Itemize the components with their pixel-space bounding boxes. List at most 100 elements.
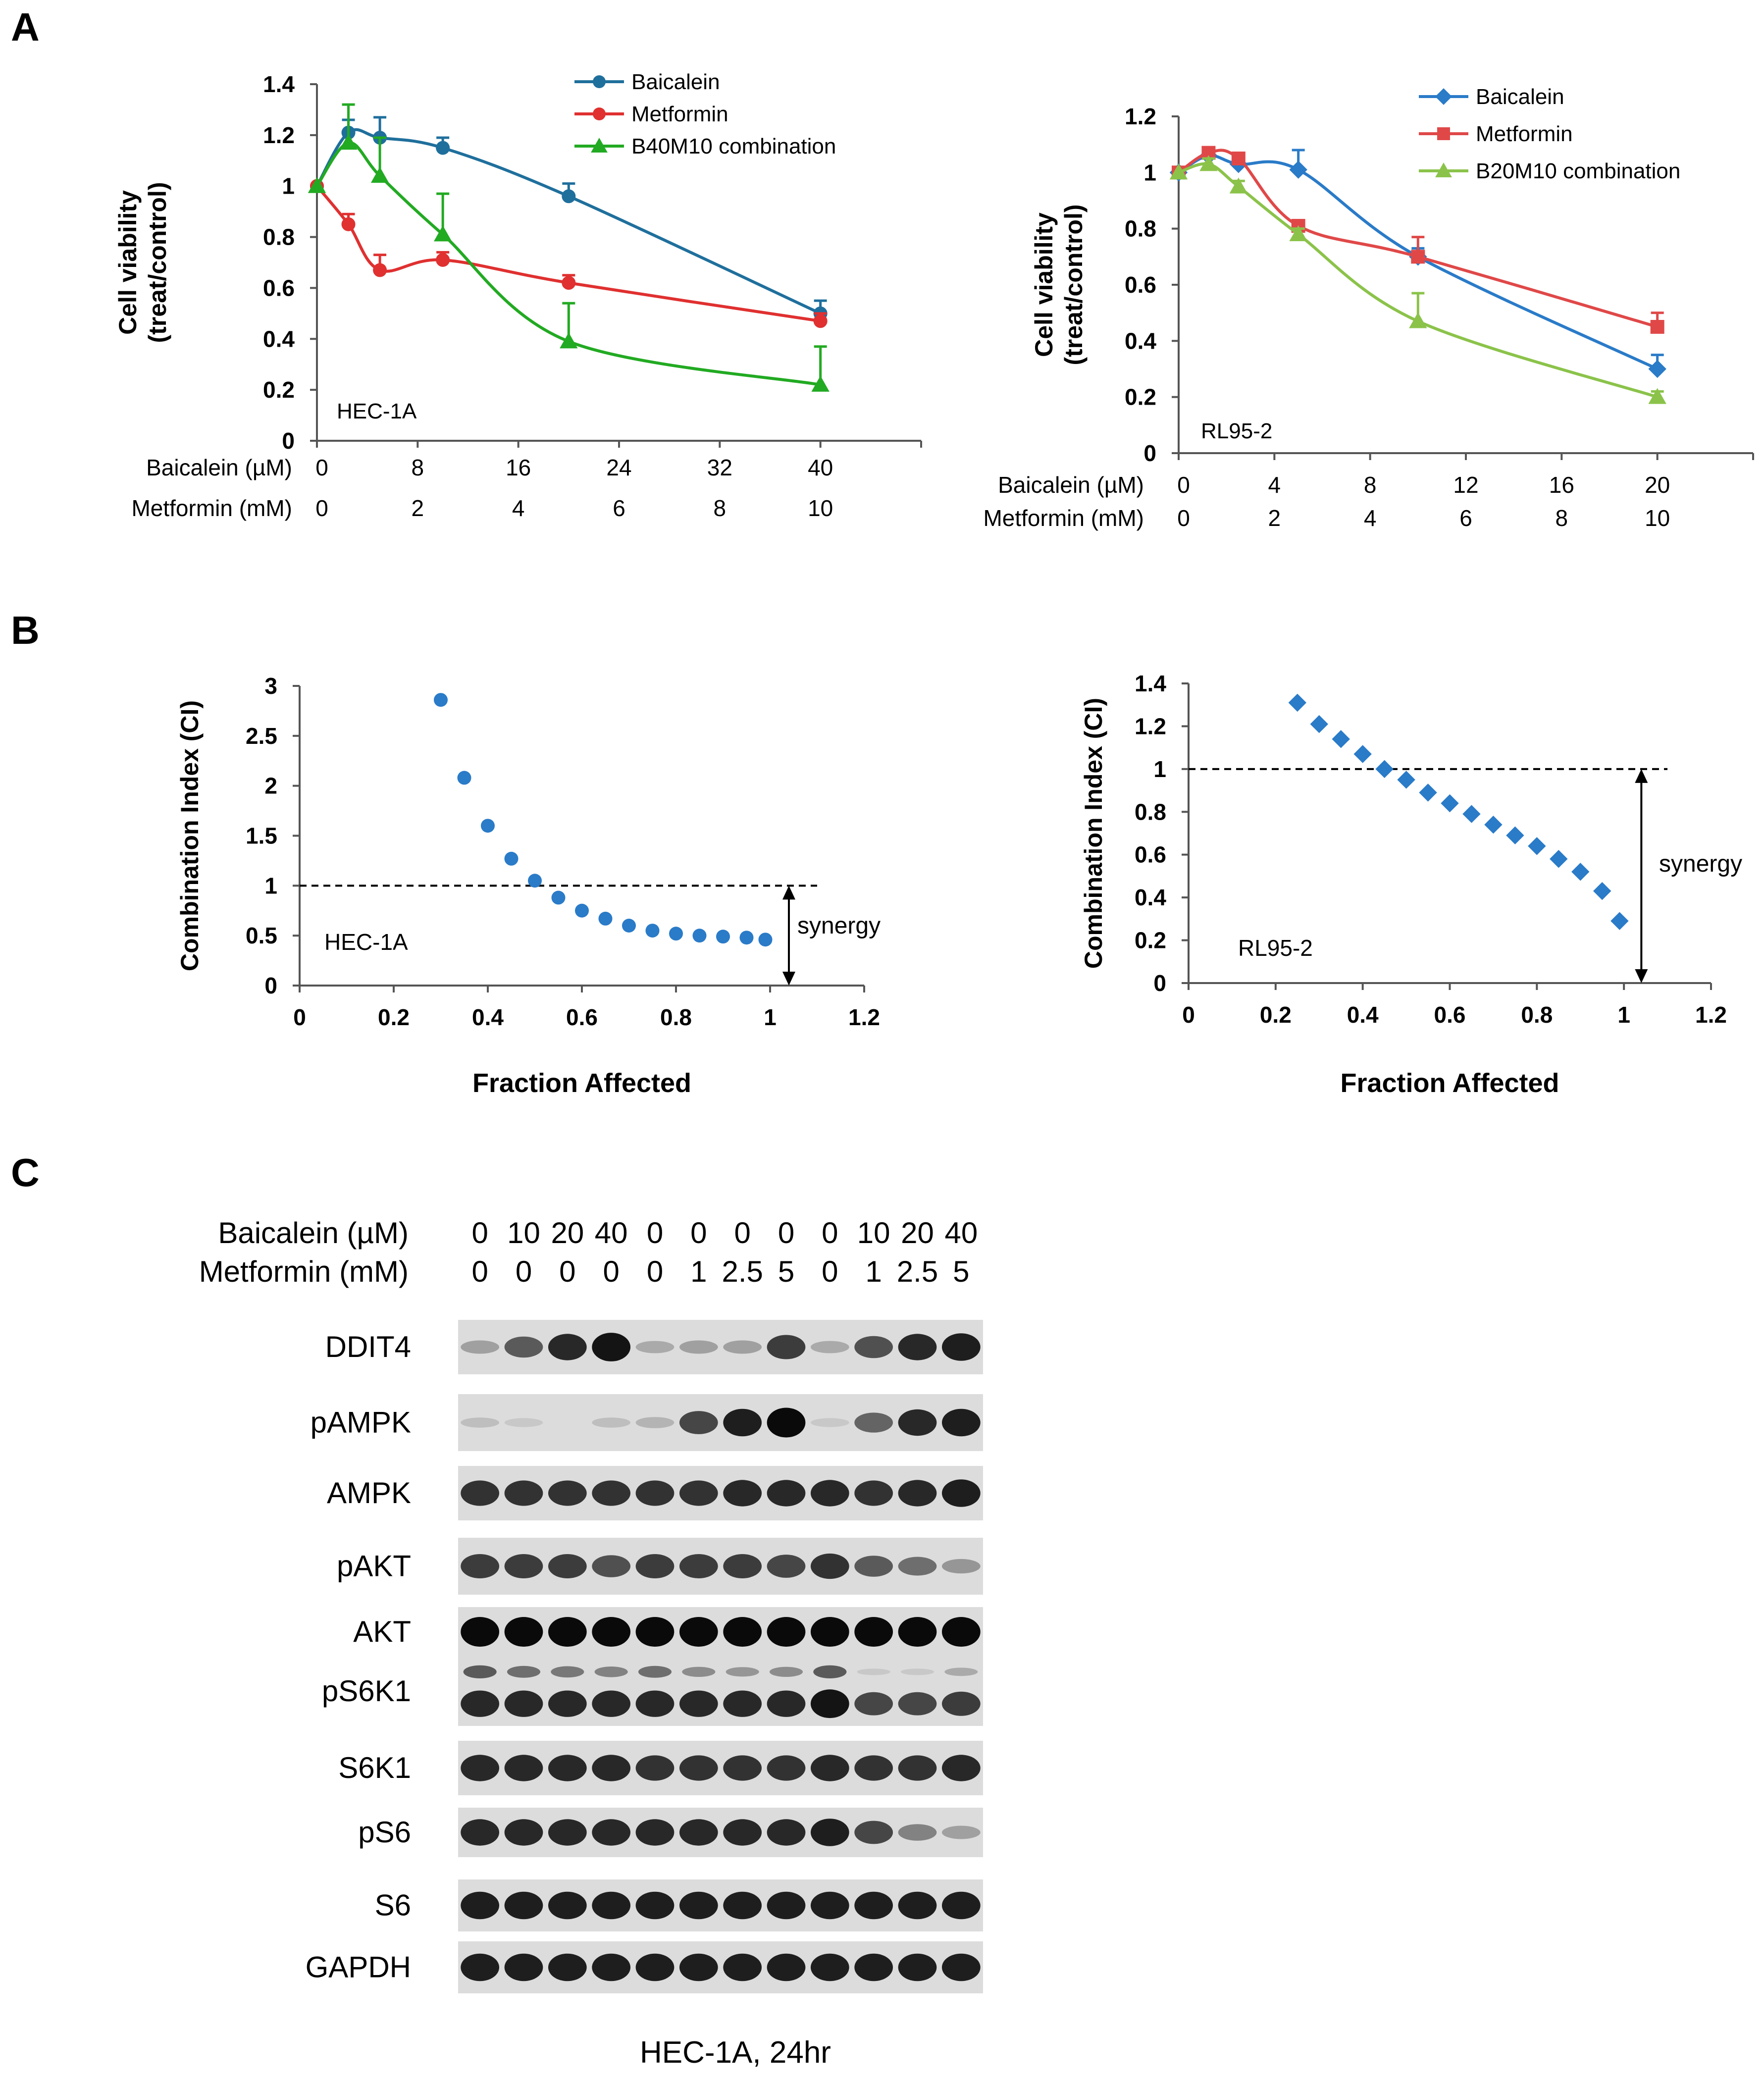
a1-x-row-tick: 24 xyxy=(606,455,631,480)
a1-data-point xyxy=(562,189,576,204)
a1-data-point xyxy=(370,166,389,183)
b2-y-tick-label: 0.8 xyxy=(1135,799,1166,825)
c-band-upper xyxy=(813,1665,847,1678)
a1-cell-line-label: HEC-1A xyxy=(337,399,417,423)
a1-legend-label: Metformin xyxy=(631,102,728,126)
b2-ci-point xyxy=(1506,826,1524,845)
c-band xyxy=(592,1417,631,1428)
b2-ci-point xyxy=(1484,816,1503,834)
b1-y-tick-label: 1.5 xyxy=(246,823,277,849)
c-band xyxy=(504,1690,543,1717)
a2-data-point xyxy=(1411,250,1425,264)
b1-y-tick-label: 2.5 xyxy=(246,723,277,749)
c-band xyxy=(679,1891,718,1920)
c-blot-label: S6K1 xyxy=(338,1751,411,1784)
c-band xyxy=(461,1417,500,1428)
c-metformin-dose: 2.5 xyxy=(897,1255,938,1288)
b2-y-tick-label: 0 xyxy=(1153,970,1166,996)
c-blot-strip-s6 xyxy=(458,1879,983,1931)
c-metformin-dose: 0 xyxy=(647,1255,663,1288)
c-band xyxy=(767,1755,806,1781)
b1-ci-point xyxy=(528,874,542,888)
b2-y-tick-label: 1 xyxy=(1153,756,1166,782)
c-band xyxy=(679,1953,718,1981)
b2-ci-point xyxy=(1419,783,1437,802)
c-band xyxy=(635,1953,674,1981)
a2-ylabel: (treat/control) xyxy=(1060,205,1088,365)
c-metformin-dose: 5 xyxy=(953,1255,969,1288)
c-band xyxy=(504,1336,543,1358)
b2-x-tick-label: 1 xyxy=(1617,1002,1630,1028)
c-band xyxy=(461,1690,500,1717)
c-band-upper xyxy=(900,1668,934,1675)
b2-x-tick-label: 0.8 xyxy=(1521,1002,1553,1028)
c-baicalein-dose: 20 xyxy=(901,1216,934,1250)
c-band xyxy=(461,1617,500,1647)
c-band xyxy=(592,1690,631,1717)
c-band xyxy=(635,1755,674,1781)
b1-synergy-label: synergy xyxy=(797,913,881,939)
b1-x-tick-label: 0 xyxy=(293,1004,306,1030)
c-band xyxy=(504,1554,543,1578)
c-band xyxy=(810,1891,849,1920)
c-blot-strip-pampk xyxy=(458,1394,983,1451)
a2-ylabel: Cell viability xyxy=(1030,212,1058,357)
c-band xyxy=(504,1480,543,1506)
c-band xyxy=(592,1819,631,1846)
c-band xyxy=(548,1480,587,1506)
c-baicalein-dose: 10 xyxy=(857,1216,890,1250)
c-band xyxy=(592,1555,631,1577)
c-band xyxy=(723,1617,762,1647)
a1-x-row-tick: 32 xyxy=(707,455,732,480)
c-band xyxy=(767,1690,806,1717)
c-band xyxy=(679,1340,718,1354)
c-band xyxy=(854,1821,893,1844)
c-band xyxy=(767,1407,806,1438)
panel-label-b: B xyxy=(11,608,40,652)
b1-y-tick-label: 0 xyxy=(264,973,277,998)
c-band xyxy=(723,1340,762,1354)
c-band xyxy=(898,1692,937,1716)
c-blot-strip-ps6k1 xyxy=(458,1657,983,1726)
c-band xyxy=(898,1617,937,1647)
c-baicalein-dose: 20 xyxy=(551,1216,584,1250)
c-band xyxy=(635,1891,674,1920)
c-baicalein-dose: 0 xyxy=(822,1216,838,1250)
c-band xyxy=(635,1819,674,1846)
a1-x-row-tick: 8 xyxy=(412,455,424,480)
c-band xyxy=(504,1819,543,1846)
c-band xyxy=(461,1891,500,1920)
b2-ylabel: Combination Index (CI) xyxy=(1080,698,1107,969)
c-band xyxy=(854,1891,893,1920)
a2-x-row-tick: 4 xyxy=(1268,472,1281,498)
b1-arrow-head-up xyxy=(782,885,795,900)
c-band xyxy=(810,1480,849,1507)
c-blot-label: pAMPK xyxy=(311,1406,411,1439)
a1-y-tick-label: 0.4 xyxy=(263,326,295,352)
b2-synergy-label: synergy xyxy=(1659,851,1742,877)
b2-ci-point xyxy=(1462,805,1481,823)
c-blot-strip-akt xyxy=(458,1607,983,1657)
c-baicalein-dose: 10 xyxy=(507,1216,540,1250)
b1-ylabel: Combination Index (CI) xyxy=(176,700,204,971)
a2-y-tick-label: 0.8 xyxy=(1125,216,1156,242)
c-blot-strip-ps6 xyxy=(458,1808,983,1857)
c-band xyxy=(504,1953,543,1981)
b1-cell-line-label: HEC-1A xyxy=(324,929,408,955)
c-metformin-dose: 0 xyxy=(822,1255,838,1288)
c-baicalein-label: Baicalein (µM) xyxy=(218,1216,409,1250)
b2-x-tick-label: 0 xyxy=(1182,1002,1195,1028)
c-blot-label: GAPDH xyxy=(306,1951,411,1984)
c-band xyxy=(723,1408,762,1437)
b1-arrow-head-down xyxy=(782,972,795,986)
c-band xyxy=(898,1953,937,1981)
a1-data-point xyxy=(560,332,578,349)
a2-legend-marker xyxy=(1435,162,1452,177)
c-band xyxy=(461,1755,500,1781)
b2-ci-point xyxy=(1528,837,1546,855)
a2-x-row-tick: 10 xyxy=(1645,505,1670,531)
c-caption: HEC-1A, 24hr xyxy=(640,2035,831,2070)
c-band xyxy=(504,1891,543,1920)
b1-y-tick-label: 3 xyxy=(264,673,277,699)
a1-data-point xyxy=(373,263,387,277)
